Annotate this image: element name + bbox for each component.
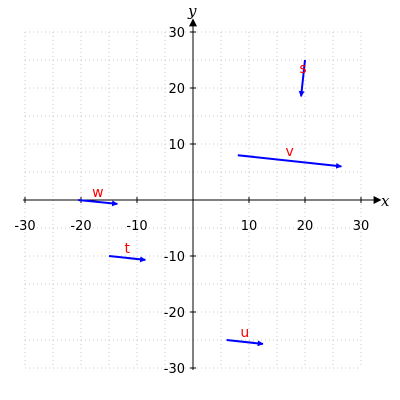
y-tick-label: -30: [164, 362, 185, 377]
y-tick-label: 20: [168, 82, 185, 97]
y-tick-label: 30: [168, 26, 185, 41]
vector-s-arrow: [298, 59, 306, 97]
vector-t-arrow: [108, 255, 146, 263]
vector-u-arrow: [226, 339, 264, 347]
vector-t-label: t: [124, 241, 130, 257]
x-tick-label: 30: [353, 219, 370, 234]
vectors: s v w t u: [78, 59, 342, 347]
y-axis-label: y: [187, 2, 197, 20]
vector-s-label: s: [299, 61, 306, 77]
ticks: -30 -20 -10 10 20 30 -30 -20 -10 10 20 30: [14, 26, 369, 377]
x-tick-label: -30: [14, 219, 35, 234]
y-tick-label: 10: [168, 138, 185, 153]
vector-w-label: w: [92, 185, 103, 201]
vector-w-arrow: [78, 199, 118, 207]
vector-v-label: v: [285, 144, 293, 160]
x-tick-label: -10: [126, 219, 147, 234]
vector-v-arrow: [237, 154, 342, 169]
x-axis-label: x: [381, 192, 390, 210]
y-tick-label: -10: [164, 250, 185, 265]
x-tick-label: 10: [241, 219, 258, 234]
x-tick-label: -20: [70, 219, 91, 234]
x-tick-label: 20: [297, 219, 314, 234]
axes: [23, 18, 382, 370]
y-tick-label: -20: [164, 306, 185, 321]
vector-u-label: u: [240, 325, 249, 341]
